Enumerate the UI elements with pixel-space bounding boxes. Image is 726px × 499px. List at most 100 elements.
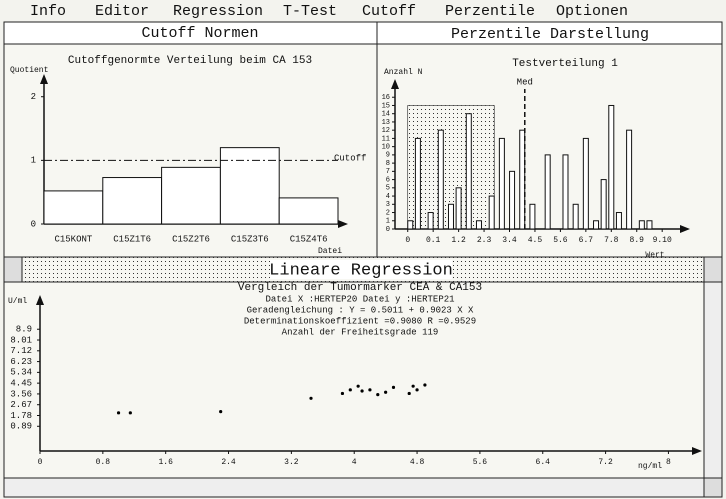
x-tick-label: 1.6: [158, 458, 173, 467]
point: [415, 388, 419, 392]
x-tick-label: 4.8: [410, 458, 425, 467]
y-arrow: [36, 295, 44, 305]
menu-item[interactable]: Cutoff: [362, 3, 416, 20]
x-tick-label: 4: [352, 458, 357, 467]
bar: [582, 137, 589, 230]
y-tick-label: 8: [386, 160, 390, 168]
point: [407, 391, 411, 396]
bar: [572, 203, 579, 230]
x-tick-label: C15Z3T6: [231, 234, 269, 244]
bar: [615, 212, 622, 230]
x-tick-label: 3.2: [284, 458, 299, 467]
point: [309, 396, 313, 400]
x-tick-label: 9.10: [653, 236, 672, 245]
y-tick-label: 5.34: [10, 368, 32, 378]
x-tick-label: 0.8: [96, 458, 111, 467]
full-box[interactable]: [703, 256, 723, 283]
y-tick-label: 0: [386, 226, 390, 234]
bar: [519, 129, 526, 230]
bar: [465, 113, 472, 230]
point: [348, 388, 352, 392]
bar: [455, 187, 462, 230]
point: [423, 383, 427, 387]
point: [384, 390, 388, 394]
y-tick-label: 15: [382, 102, 390, 110]
x-tick-label: C15Z2T6: [172, 234, 210, 244]
bar: [544, 154, 551, 230]
window: [3, 256, 723, 498]
window-title: Cutoff Normen: [141, 25, 258, 42]
point: [219, 410, 223, 414]
x-axis-label: ng/ml: [638, 462, 662, 471]
bar: [475, 220, 482, 230]
x-tick-label: 0: [38, 458, 43, 467]
close-box[interactable]: [3, 256, 23, 283]
x-tick-label: C15KONT: [54, 234, 92, 244]
bar: [437, 129, 444, 230]
y-tick-label: 3: [386, 201, 390, 209]
y-tick-label: 6: [386, 176, 390, 184]
size-box[interactable]: [703, 477, 723, 498]
y-tick-label: 8.9: [16, 325, 32, 335]
bar: [219, 147, 280, 225]
chart-title: Cutoffgenormte Verteilung beim CA 153: [68, 55, 312, 67]
x-arrow: [680, 225, 690, 233]
y-tick-label: 2.67: [10, 400, 32, 410]
scroll-bar[interactable]: [3, 477, 705, 498]
menu-item[interactable]: Regression: [173, 3, 263, 20]
y-tick-label: 2: [31, 92, 36, 102]
y-tick-label: 1: [31, 156, 36, 166]
y-tick-label: 9: [386, 152, 390, 160]
x-tick-label: 5.6: [553, 236, 568, 245]
x-tick-label: 8.9: [630, 236, 645, 245]
y-tick-label: 0: [31, 219, 36, 229]
bar: [600, 179, 607, 230]
bar: [646, 220, 653, 230]
bar: [161, 166, 221, 225]
bar: [414, 137, 421, 230]
x-tick-label: 2.3: [477, 236, 492, 245]
x-tick-label: C15Z1T6: [113, 234, 151, 244]
bar: [43, 190, 104, 225]
scroll-bar[interactable]: [703, 281, 723, 479]
y-tick-label: 13: [382, 119, 390, 127]
menu-item[interactable]: Editor: [95, 3, 149, 20]
bar: [427, 212, 434, 230]
x-arrow: [692, 447, 702, 455]
y-tick-label: 5: [386, 185, 390, 193]
menu-item[interactable]: Perzentile: [445, 3, 535, 20]
menu-item[interactable]: T-Test: [283, 3, 337, 20]
y-tick-label: 10: [382, 143, 390, 151]
annotation: Geradengleichung : Y = 0.5011 + 0.9023 X…: [247, 305, 474, 315]
y-tick-label: 7.12: [10, 346, 32, 356]
bar: [562, 154, 569, 230]
point: [356, 384, 360, 388]
menu-item[interactable]: Info: [30, 3, 66, 20]
chart-title: Vergleich der Tumormarker CEA & CA153: [238, 282, 482, 294]
y-arrow: [391, 79, 399, 89]
window-title: Lineare Regression: [269, 261, 453, 280]
point: [376, 393, 380, 397]
x-axis-label: Datei: [318, 247, 342, 256]
title-bar[interactable]: [376, 21, 723, 45]
x-tick-label: 3.4: [502, 236, 517, 245]
x-tick-label: 6.4: [536, 458, 551, 467]
point: [128, 411, 132, 415]
y-tick-label: 3.56: [10, 389, 32, 399]
annotation: Anzahl der Freiheitsgrade 119: [282, 327, 439, 337]
point: [360, 389, 364, 393]
bar: [593, 220, 600, 230]
x-tick-label: 6.7: [579, 236, 594, 245]
x-tick-label: 2.4: [221, 458, 236, 467]
y-tick-label: 0.89: [10, 422, 32, 432]
y-tick-label: 7: [386, 168, 390, 176]
y-axis-label: Anzahl N: [384, 68, 423, 77]
menu-item[interactable]: Optionen: [556, 3, 628, 20]
bar: [102, 177, 163, 225]
x-tick-label: 5.6: [473, 458, 488, 467]
bar: [407, 220, 414, 230]
annotation: Datei X :HERTEP20 Datei y :HERTEP21: [265, 294, 454, 304]
chart-title: Testverteilung 1: [512, 58, 618, 70]
y-tick-label: 6.23: [10, 357, 32, 367]
bar: [488, 195, 495, 230]
